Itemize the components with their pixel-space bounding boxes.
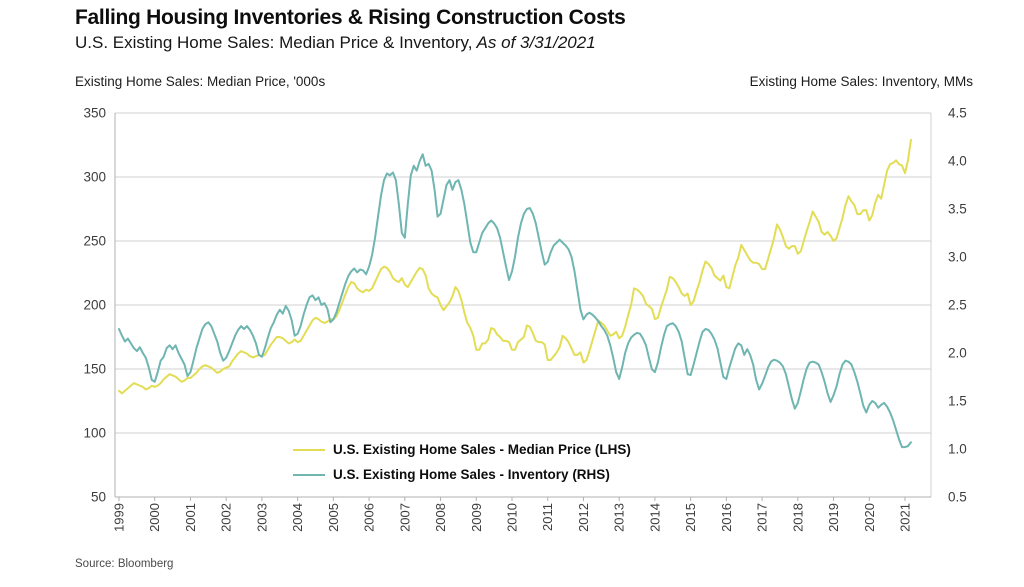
svg-text:2017: 2017 (755, 503, 770, 532)
subtitle-as-of-date: As of 3/31/2021 (472, 33, 596, 52)
svg-text:2001: 2001 (183, 503, 198, 532)
svg-text:2013: 2013 (612, 503, 627, 532)
left-axis-header: Existing Home Sales: Median Price, '000s (75, 74, 326, 89)
svg-text:1.5: 1.5 (948, 394, 967, 409)
subtitle-main: U.S. Existing Home Sales: Median Price &… (75, 33, 473, 52)
svg-text:2006: 2006 (362, 503, 377, 532)
legend-item-inventory: U.S. Existing Home Sales - Inventory (RH… (293, 462, 631, 487)
svg-text:0.5: 0.5 (948, 490, 967, 505)
svg-text:2008: 2008 (433, 503, 448, 532)
svg-text:2002: 2002 (219, 503, 234, 532)
svg-text:3.0: 3.0 (948, 250, 967, 265)
svg-text:2.5: 2.5 (948, 298, 967, 313)
svg-text:2015: 2015 (683, 503, 698, 532)
source-note: Source: Bloomberg (75, 558, 174, 570)
svg-text:2019: 2019 (826, 503, 841, 532)
median-price-line-swatch (293, 448, 325, 451)
svg-text:2004: 2004 (290, 503, 305, 532)
right-axis-header: Existing Home Sales: Inventory, MMs (749, 74, 973, 89)
svg-text:2005: 2005 (326, 503, 341, 532)
svg-text:2009: 2009 (469, 503, 484, 532)
chart-legend: U.S. Existing Home Sales - Median Price … (293, 437, 631, 487)
svg-text:2.0: 2.0 (948, 346, 967, 361)
legend-label-median-price: U.S. Existing Home Sales - Median Price … (333, 442, 631, 457)
svg-text:100: 100 (83, 426, 106, 441)
svg-text:350: 350 (83, 106, 106, 121)
svg-text:2010: 2010 (504, 503, 519, 532)
legend-label-inventory: U.S. Existing Home Sales - Inventory (RH… (333, 467, 610, 482)
svg-text:150: 150 (83, 362, 106, 377)
svg-text:1.0: 1.0 (948, 442, 967, 457)
svg-text:4.0: 4.0 (948, 154, 967, 169)
page-subtitle: U.S. Existing Home Sales: Median Price &… (75, 33, 596, 53)
svg-text:2016: 2016 (719, 503, 734, 532)
page-title: Falling Housing Inventories & Rising Con… (75, 6, 626, 29)
svg-text:200: 200 (83, 298, 106, 313)
svg-text:2007: 2007 (397, 503, 412, 532)
svg-text:2000: 2000 (147, 503, 162, 532)
svg-text:3.5: 3.5 (948, 202, 967, 217)
svg-text:2018: 2018 (790, 503, 805, 532)
svg-text:2021: 2021 (897, 503, 912, 532)
legend-item-median-price: U.S. Existing Home Sales - Median Price … (293, 437, 631, 462)
svg-text:1999: 1999 (112, 503, 127, 532)
svg-text:2020: 2020 (862, 503, 877, 532)
svg-text:2011: 2011 (540, 503, 555, 531)
svg-text:2003: 2003 (254, 503, 269, 532)
svg-text:250: 250 (83, 234, 106, 249)
svg-text:2012: 2012 (576, 503, 591, 532)
svg-text:50: 50 (91, 490, 106, 505)
inventory-line-swatch (293, 473, 325, 476)
svg-text:4.5: 4.5 (948, 106, 967, 121)
svg-text:300: 300 (83, 170, 106, 185)
svg-text:2014: 2014 (647, 503, 662, 532)
